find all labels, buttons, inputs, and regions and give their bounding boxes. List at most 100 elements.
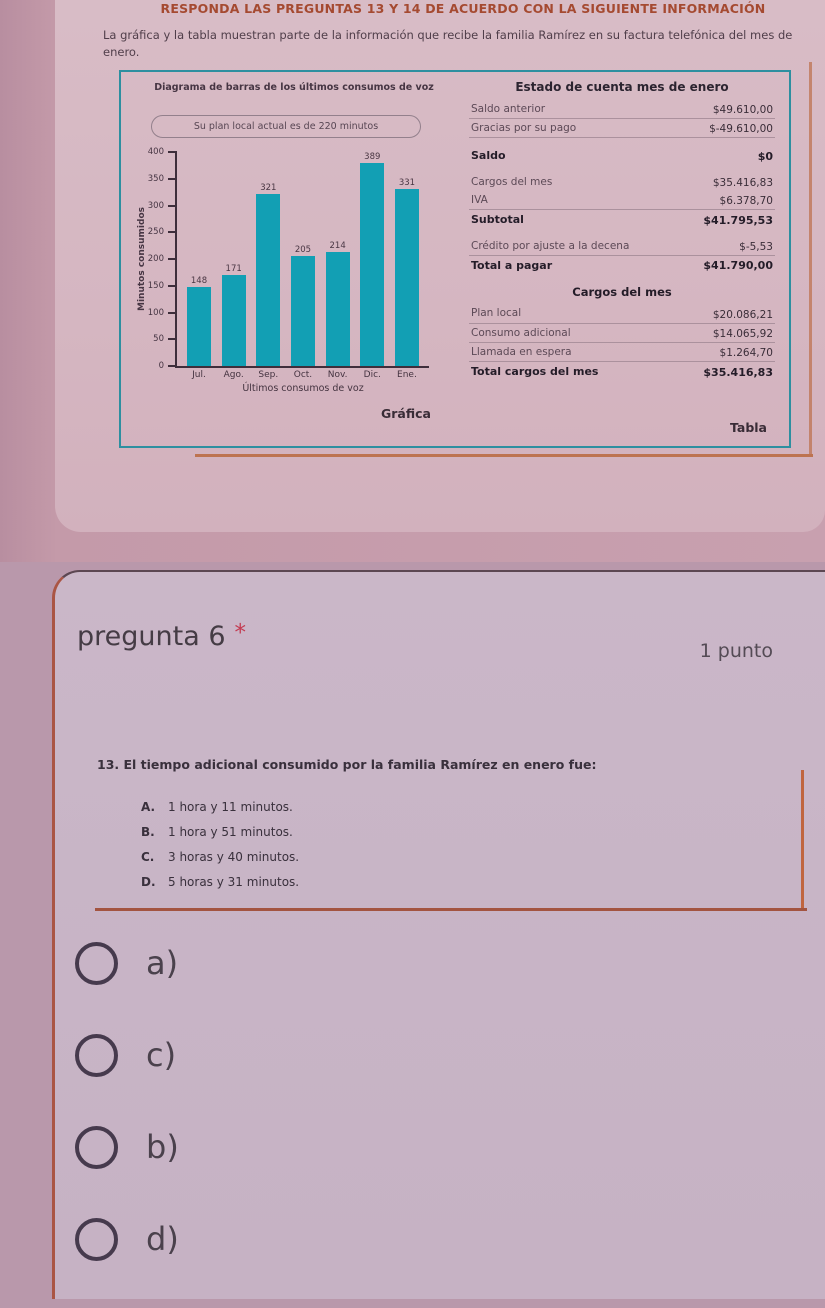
option-text: 1 hora y 11 minutos. — [168, 799, 293, 814]
bar-dic: 389 — [360, 152, 385, 366]
row-value: $41.790,00 — [703, 259, 773, 273]
radio-circle-icon[interactable] — [75, 1033, 118, 1077]
quiz-section: pregunta 6 * 1 punto 13. El tiempo adicio… — [0, 562, 825, 1299]
question-title-text: pregunta 6 — [77, 621, 226, 652]
row-label: Subtotal — [471, 212, 524, 226]
table-row: Cargos del mes $35.416,83 — [469, 173, 775, 191]
bar-rect — [221, 274, 246, 366]
bar-jul: 148 — [187, 152, 211, 366]
radio-option-a[interactable]: a) — [75, 940, 179, 986]
option-letter: B. — [141, 824, 155, 839]
bar-rect — [325, 251, 350, 366]
table-row: IVA $6.378,70 — [469, 191, 775, 211]
table-row: Gracias por su pago $-49.610,00 — [469, 119, 775, 139]
bar-value: 389 — [364, 152, 381, 162]
scan-right-line-bottom — [801, 770, 804, 909]
row-value: $49.610,00 — [712, 103, 773, 116]
radio-option-d[interactable]: d) — [75, 1216, 179, 1262]
info-card: Diagrama de barras de los últimos consum… — [119, 70, 791, 448]
radio-label: a) — [146, 944, 179, 982]
row-value: $35.416,83 — [703, 365, 773, 379]
table-title: Estado de cuenta mes de enero — [515, 80, 729, 94]
radio-group: a) c) b) d) — [75, 940, 179, 1308]
chart-bars: 148 171 321 205 214 389 331 — [177, 152, 429, 366]
row-value: $35.416,83 — [712, 176, 773, 189]
row-value: $-5,53 — [739, 240, 773, 253]
bar-rect — [290, 256, 315, 366]
row-value: $20.086,21 — [712, 308, 773, 321]
row-label: Plan local — [471, 307, 522, 320]
bar-rect — [394, 188, 419, 366]
bar-rect — [256, 194, 281, 366]
charges-rows: Plan local $20.086,21 Consumo adicional $14… — [465, 305, 779, 381]
row-value: $41.795,53 — [703, 213, 773, 227]
table-row: Crédito por ajuste a la decena $-5,53 — [469, 237, 775, 257]
plan-annotation: Su plan local actual es de 220 minutos — [151, 115, 421, 138]
x-tick-label: Ago. — [223, 370, 244, 380]
charges-header: Cargos del mes — [572, 284, 672, 299]
scan-divider-line — [195, 454, 813, 457]
table-row: Total cargos del mes $35.416,83 — [469, 362, 775, 381]
chart-plot: 148 171 321 205 214 389 331 Jul. Ago. Sep. Oct. No… — [148, 147, 429, 394]
row-value: $-49.610,00 — [709, 122, 773, 135]
scan-bottom-line — [95, 908, 807, 911]
row-label: Crédito por ajuste a la decena — [471, 239, 630, 252]
option-text: 1 hora y 51 minutos. — [168, 824, 293, 839]
bar-sep: 321 — [256, 152, 281, 366]
table-row: Saldo $0 — [469, 146, 775, 165]
table-row: Saldo anterior $49.610,00 — [469, 100, 775, 120]
row-label: Gracias por su pago — [471, 121, 577, 134]
x-tick-label: Dic. — [363, 370, 381, 380]
option-letter: C. — [141, 849, 155, 864]
intro-text: La gráfica y la tabla muestran parte de … — [103, 28, 793, 59]
x-tick-label: Nov. — [327, 370, 348, 380]
table-row: Plan local $20.086,21 — [469, 305, 775, 324]
row-label: Total a pagar — [471, 258, 553, 272]
bar-rect — [360, 163, 385, 366]
radio-label: b) — [146, 1128, 179, 1166]
radio-circle-icon[interactable] — [75, 1125, 118, 1169]
table-row: Total a pagar $41.790,00 — [469, 256, 775, 275]
option-letter: A. — [141, 799, 156, 814]
table-caption: Tabla — [729, 420, 767, 435]
bar-oct: 205 — [290, 152, 315, 366]
bar-chart: Diagrama de barras de los últimos consum… — [129, 76, 459, 438]
chart-categories: Jul. Ago. Sep. Oct. Nov. Dic. Ene. — [177, 370, 429, 380]
chart-caption: Gráfica — [381, 406, 431, 421]
option-text: 5 horas y 31 minutos. — [168, 874, 300, 889]
radio-circle-icon[interactable] — [75, 941, 118, 985]
x-axis-label: Últimos consumos de voz — [242, 383, 364, 394]
radio-option-c[interactable]: c) — [75, 1032, 179, 1078]
table-row: Subtotal $41.795,53 — [469, 210, 775, 229]
chart-title: Diagrama de barras de los últimos consum… — [154, 82, 434, 93]
bar-value: 205 — [294, 245, 312, 256]
question-text: 13. El tiempo adicional consumido por la… — [97, 757, 597, 772]
row-value: $6.378,70 — [719, 194, 773, 207]
points-label: 1 punto — [699, 640, 773, 662]
x-tick-label: Oct. — [293, 370, 313, 380]
bar-value: 214 — [329, 240, 346, 251]
question-title: pregunta 6 * — [77, 620, 246, 652]
option-text: 3 horas y 40 minutos. — [168, 849, 300, 864]
radio-option-b[interactable]: b) — [75, 1124, 179, 1170]
question-card: pregunta 6 * 1 punto 13. El tiempo adicio… — [52, 570, 825, 1299]
row-label: IVA — [471, 193, 488, 206]
bar-value: 148 — [190, 275, 208, 286]
radio-circle-icon[interactable] — [75, 1217, 118, 1261]
worksheet-photo-section: RESPONDA LAS PREGUNTAS 13 Y 14 DE ACUERD… — [0, 0, 825, 562]
instruction-header: RESPONDA LAS PREGUNTAS 13 Y 14 DE ACUERD… — [160, 1, 766, 16]
option-row-d: D. 5 horas y 31 minutos. — [141, 869, 299, 894]
bar-value: 171 — [225, 263, 242, 274]
radio-label: d) — [146, 1220, 179, 1258]
statement-rows: Saldo anterior $49.610,00 Gracias por su p… — [465, 100, 779, 275]
row-value: $14.065,92 — [712, 327, 773, 340]
row-label: Consumo adicional — [471, 326, 571, 339]
option-letter: D. — [141, 874, 156, 889]
bar-rect — [187, 286, 211, 366]
account-statement: Estado de cuenta mes de enero Saldo ante… — [465, 80, 779, 438]
option-row-a: A. 1 hora y 11 minutos. — [141, 794, 299, 819]
row-label: Total cargos del mes — [471, 364, 599, 378]
radio-label: c) — [146, 1036, 177, 1074]
x-tick-label: Sep. — [258, 370, 279, 380]
row-label: Llamada en espera — [471, 345, 572, 358]
